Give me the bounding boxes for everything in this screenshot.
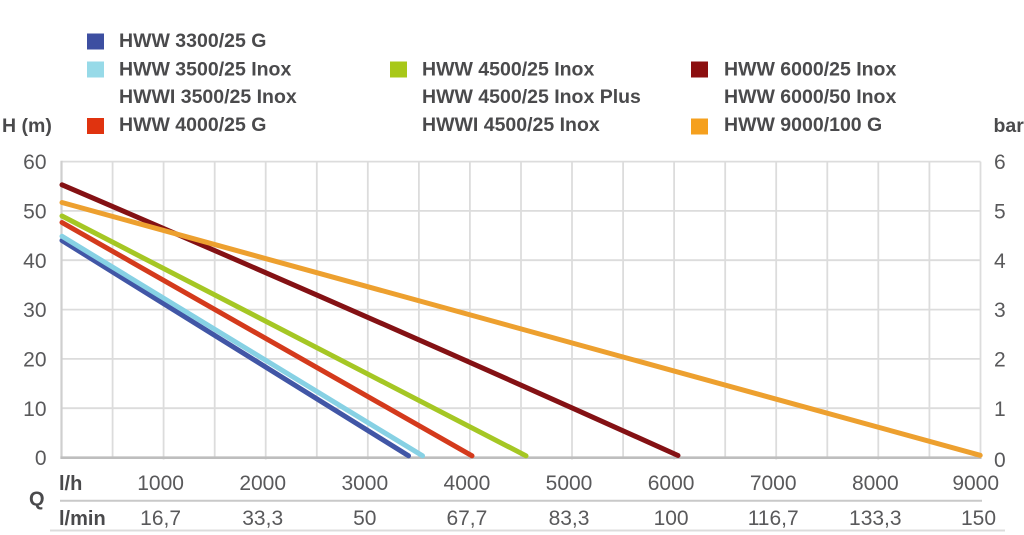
svg-text:33,3: 33,3 [242, 507, 283, 530]
svg-text:67,7: 67,7 [446, 507, 487, 530]
svg-text:HWW 4500/25 Inox Plus: HWW 4500/25 Inox Plus [422, 86, 641, 108]
svg-text:9000: 9000 [952, 472, 999, 495]
svg-text:Q: Q [29, 489, 45, 511]
svg-text:116,7: 116,7 [748, 507, 799, 530]
svg-text:20: 20 [23, 349, 46, 372]
svg-text:0: 0 [994, 449, 1006, 472]
svg-text:5000: 5000 [546, 472, 593, 495]
svg-text:30: 30 [23, 299, 46, 322]
svg-text:0: 0 [35, 447, 47, 470]
svg-text:HWW 6000/50 Inox: HWW 6000/50 Inox [724, 86, 896, 108]
svg-text:40: 40 [23, 250, 46, 273]
svg-text:3: 3 [994, 299, 1006, 322]
svg-text:1: 1 [994, 398, 1006, 421]
svg-text:1000: 1000 [137, 472, 184, 495]
svg-text:50: 50 [353, 507, 376, 530]
svg-text:HWW 9000/100 G: HWW 9000/100 G [724, 114, 882, 136]
svg-text:16,7: 16,7 [140, 507, 181, 530]
svg-text:HWW 3300/25 G: HWW 3300/25 G [119, 30, 266, 52]
svg-text:HWW 3500/25 Inox: HWW 3500/25 Inox [119, 58, 291, 80]
svg-text:83,3: 83,3 [549, 507, 590, 530]
svg-text:6000: 6000 [648, 472, 695, 495]
svg-text:8000: 8000 [852, 472, 899, 495]
svg-text:7000: 7000 [750, 472, 797, 495]
svg-text:6: 6 [994, 151, 1006, 174]
svg-text:10: 10 [23, 398, 46, 421]
svg-text:HWWI 3500/25 Inox: HWWI 3500/25 Inox [119, 86, 297, 108]
svg-text:l/min: l/min [59, 508, 106, 530]
svg-text:4000: 4000 [444, 472, 491, 495]
svg-text:133,3: 133,3 [849, 507, 902, 530]
svg-text:l/h: l/h [59, 473, 82, 495]
svg-text:5: 5 [994, 201, 1006, 224]
svg-text:150: 150 [961, 507, 996, 530]
svg-text:60: 60 [23, 151, 46, 174]
svg-text:2: 2 [994, 349, 1006, 372]
svg-text:HWWI 4500/25 Inox: HWWI 4500/25 Inox [422, 114, 600, 136]
svg-text:3000: 3000 [341, 472, 388, 495]
svg-text:bar: bar [994, 115, 1024, 137]
svg-text:HWW 4500/25 Inox: HWW 4500/25 Inox [422, 58, 594, 80]
svg-text:4: 4 [994, 250, 1006, 273]
svg-text:100: 100 [654, 507, 689, 530]
svg-text:2000: 2000 [239, 472, 286, 495]
svg-text:HWW 4000/25 G: HWW 4000/25 G [119, 114, 266, 136]
svg-text:H (m): H (m) [2, 115, 52, 137]
svg-text:50: 50 [23, 201, 46, 224]
svg-text:HWW 6000/25 Inox: HWW 6000/25 Inox [724, 58, 896, 80]
